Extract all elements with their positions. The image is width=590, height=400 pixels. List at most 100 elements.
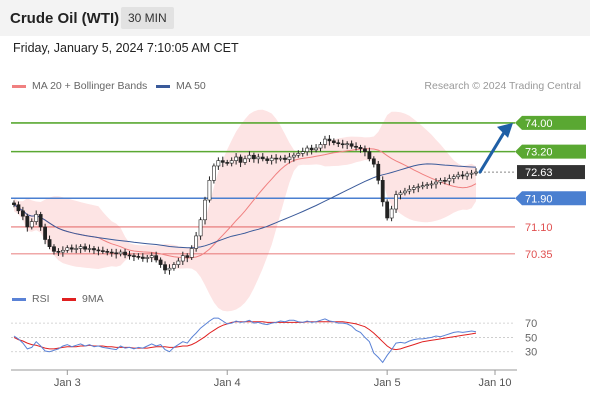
candle-body-6 <box>38 214 43 228</box>
candle-body-28 <box>136 256 141 258</box>
candle-body-53 <box>247 154 252 160</box>
price-panel: 74.00 73.20 72.63 71.90 71.10 70.35 <box>11 109 586 312</box>
candle-body-48 <box>225 162 230 164</box>
candle-body-91 <box>416 186 421 189</box>
candle-body-51 <box>238 156 243 163</box>
ma50-swatch <box>156 84 170 88</box>
candle-body-44 <box>207 180 212 201</box>
candle-body-56 <box>260 156 265 160</box>
candle-body-40 <box>189 248 194 258</box>
candle-body-41 <box>194 235 199 249</box>
time-label-2: Jan 5 <box>374 377 401 389</box>
candle-body-21 <box>105 251 110 253</box>
legend-rsi-label: RSI <box>32 293 50 305</box>
candle-body-2 <box>20 210 25 217</box>
candle-body-69 <box>318 144 323 149</box>
rsi-tick-2: 30 <box>525 347 537 359</box>
candle-body-94 <box>429 183 434 186</box>
level-label-1: 73.20 <box>525 147 553 159</box>
legend-9ma-label: 9MA <box>82 293 104 305</box>
candle-body-73 <box>336 142 341 145</box>
candle-body-49 <box>229 160 234 164</box>
candle-body-13 <box>69 247 74 250</box>
candle-body-29 <box>140 256 145 259</box>
ma50-line <box>13 163 477 249</box>
candle-body-77 <box>354 145 358 148</box>
candle-body-12 <box>65 247 70 251</box>
time-axis: Jan 3 Jan 4 Jan 5 Jan 10 <box>11 369 517 389</box>
candle-body-67 <box>309 147 314 151</box>
legend-9ma: 9MA <box>62 293 104 305</box>
candle-body-85 <box>389 208 394 219</box>
candle-body-47 <box>220 160 225 163</box>
level-tag-3 <box>515 191 586 206</box>
candle-body-97 <box>443 180 447 182</box>
time-label-3: Jan 10 <box>478 377 511 389</box>
candle-body-75 <box>345 143 350 146</box>
candle-body-61 <box>283 157 287 160</box>
rsi-tick-1: 50 <box>525 332 537 344</box>
candle-body-39 <box>185 255 190 258</box>
candle-body-7 <box>43 226 47 240</box>
timeframe-badge[interactable]: 30 MIN <box>121 7 174 29</box>
credit-text: Research © 2024 Trading Central <box>424 80 581 92</box>
candle-body-54 <box>251 154 256 160</box>
candle-body-93 <box>425 184 430 187</box>
candle-body-65 <box>300 151 305 154</box>
candle-body-35 <box>167 267 172 271</box>
candle-body-9 <box>52 246 56 252</box>
candle-body-33 <box>158 259 163 265</box>
candle-body-25 <box>123 251 127 256</box>
candle-body-5 <box>34 214 39 222</box>
legend-ma50: MA 50 <box>156 80 206 92</box>
candle-body-98 <box>447 178 452 182</box>
candle-body-103 <box>469 172 474 175</box>
candle-body-89 <box>407 188 412 192</box>
candle-body-10 <box>56 251 61 253</box>
time-label-0: Jan 3 <box>54 377 81 389</box>
candle-body-80 <box>367 151 372 160</box>
candle-body-71 <box>327 138 332 142</box>
candle-body-46 <box>216 160 221 167</box>
candle-body-59 <box>274 157 278 160</box>
legend-ma20: MA 20 + Bollinger Bands <box>12 80 147 92</box>
candle-body-78 <box>358 147 363 150</box>
candle-body-32 <box>154 255 159 261</box>
candle-body-14 <box>74 248 79 250</box>
candle-body-55 <box>256 156 261 160</box>
candle-body-37 <box>176 260 181 265</box>
level-label-3: 71.90 <box>525 193 553 205</box>
candle-body-84 <box>385 201 390 219</box>
candle-body-70 <box>323 138 327 145</box>
forecast-arrow-head <box>497 122 513 138</box>
candle-body-3 <box>25 215 30 228</box>
ma20-swatch <box>12 84 26 88</box>
candle-body-57 <box>265 158 270 161</box>
candle-body-92 <box>420 185 425 188</box>
candle-body-102 <box>465 173 470 177</box>
candle-body-20 <box>100 250 105 252</box>
candle-body-1 <box>16 204 21 212</box>
candle-body-58 <box>269 157 274 161</box>
candle-body-83 <box>380 180 385 203</box>
rsi-swatch <box>12 297 26 301</box>
candle-body-90 <box>411 187 416 190</box>
rsi-panel: 70 50 30 <box>11 317 537 364</box>
level-tag-0 <box>515 115 586 130</box>
candle-body-66 <box>305 147 310 152</box>
candle-body-34 <box>163 264 167 271</box>
candle-body-0 <box>12 202 16 206</box>
candle-body-100 <box>456 174 461 178</box>
candle-body-19 <box>96 249 101 252</box>
candle-body-22 <box>109 251 114 254</box>
level-tag-1 <box>515 144 586 159</box>
candle-body-30 <box>145 257 150 259</box>
last-price-label: 72.63 <box>525 167 553 179</box>
candle-body-76 <box>349 143 354 147</box>
candle-body-87 <box>398 192 403 195</box>
rsi-tick-0: 70 <box>525 318 537 330</box>
candle-body-16 <box>83 246 87 250</box>
timestamp: Friday, January 5, 2024 7:10:05 AM CET <box>13 41 239 55</box>
candle-body-99 <box>451 176 456 179</box>
